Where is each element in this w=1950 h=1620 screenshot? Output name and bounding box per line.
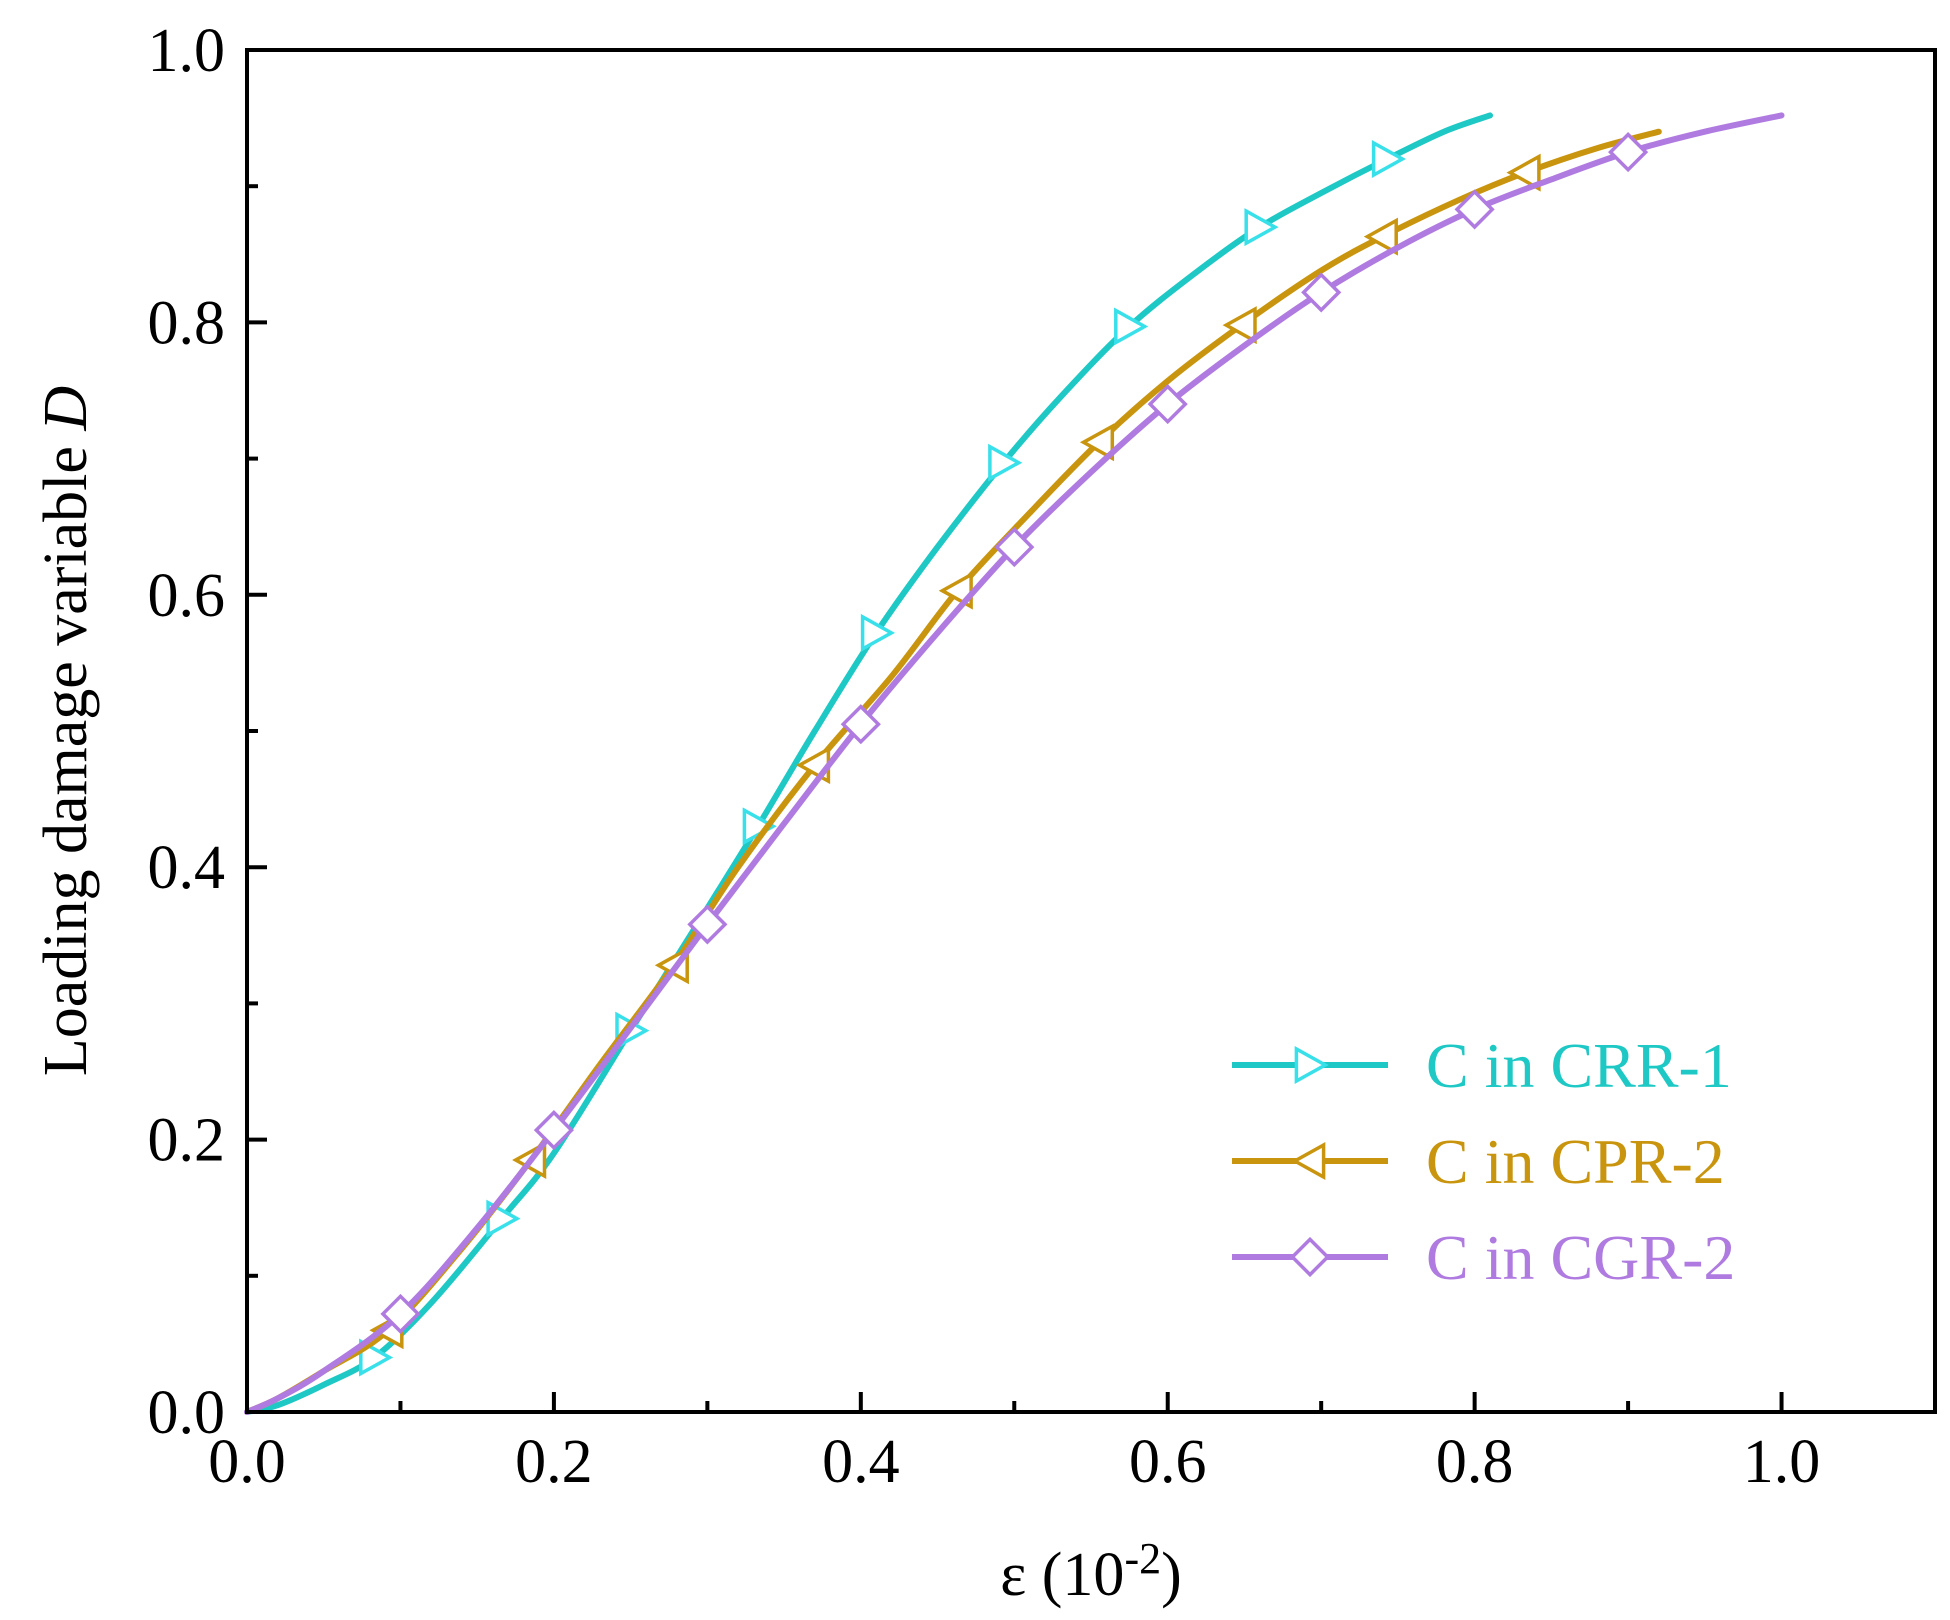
x-axis-title-close: ) <box>1161 1541 1182 1609</box>
y-tick-label: 0.6 <box>148 562 226 630</box>
y-tick-labels: 0.0 0.2 0.4 0.6 0.8 1.0 <box>148 17 226 1447</box>
series-2 <box>244 128 1662 1415</box>
y-axis-title-text: Loading damage variable <box>32 431 100 1077</box>
data-point-marker <box>1222 306 1257 345</box>
x-tick-label: 1.0 <box>1743 1428 1821 1496</box>
plot-frame <box>245 48 1937 1414</box>
legend: C in CRR-1 C in CPR-2 C in CGR-2 <box>1232 1030 1735 1293</box>
y-axis-title-italic: D <box>32 386 100 432</box>
x-axis-title: ε (10-2) <box>1000 1534 1182 1609</box>
data-point-marker <box>1363 217 1398 256</box>
plot-series <box>244 112 1785 1415</box>
y-tick-label: 0.8 <box>148 289 226 357</box>
legend-item: C in CGR-2 <box>1232 1222 1735 1293</box>
data-point-marker <box>1608 132 1649 173</box>
data-point-marker <box>1371 140 1407 178</box>
data-point-marker <box>840 704 881 745</box>
y-tick-label: 0.4 <box>148 834 226 902</box>
series-line <box>244 112 1785 1415</box>
x-tick-label: 0.8 <box>1436 1428 1514 1496</box>
legend-label: C in CPR-2 <box>1426 1126 1725 1197</box>
y-tick-label: 1.0 <box>148 17 226 85</box>
series-line <box>244 112 1493 1415</box>
series-line <box>244 128 1662 1415</box>
data-point-marker <box>860 613 896 652</box>
series-1 <box>244 112 1493 1415</box>
legend-item: C in CRR-1 <box>1232 1030 1732 1101</box>
data-point-marker <box>533 1110 574 1151</box>
data-point-marker <box>994 527 1035 568</box>
x-tick-label: 0.6 <box>1129 1428 1207 1496</box>
x-axis-title-base: ε (10 <box>1000 1541 1124 1609</box>
legend-label: C in CGR-2 <box>1426 1222 1735 1293</box>
data-point-marker <box>687 904 728 945</box>
y-tick-label: 0.2 <box>148 1107 226 1175</box>
x-axis-title-exponent: -2 <box>1124 1534 1161 1583</box>
data-point-marker <box>380 1293 421 1334</box>
y-tick-label: 0.0 <box>148 1379 226 1447</box>
data-point-marker <box>988 443 1023 482</box>
series-3 <box>244 112 1785 1415</box>
legend-marker <box>1294 1046 1329 1084</box>
data-point-marker <box>1147 384 1188 425</box>
x-tick-label: 0.2 <box>515 1428 593 1496</box>
data-point-marker <box>1079 423 1115 462</box>
data-point-marker <box>359 1338 394 1377</box>
legend-item: C in CPR-2 <box>1232 1126 1725 1197</box>
data-point-marker <box>1244 208 1279 247</box>
x-tick-label: 0.4 <box>822 1428 900 1496</box>
data-point-marker <box>1114 307 1149 346</box>
legend-marker <box>1291 1142 1326 1180</box>
legend-marker <box>1289 1236 1331 1278</box>
x-tick-label: 0.0 <box>208 1428 286 1496</box>
y-axis-title: Loading damage variable D <box>32 386 100 1076</box>
data-point-marker <box>1301 272 1342 313</box>
x-tick-labels: 0.0 0.2 0.4 0.6 0.8 1.0 <box>208 1428 1820 1496</box>
legend-label: C in CRR-1 <box>1426 1030 1732 1101</box>
data-point-marker <box>1454 189 1495 230</box>
data-point-marker <box>1506 153 1541 192</box>
